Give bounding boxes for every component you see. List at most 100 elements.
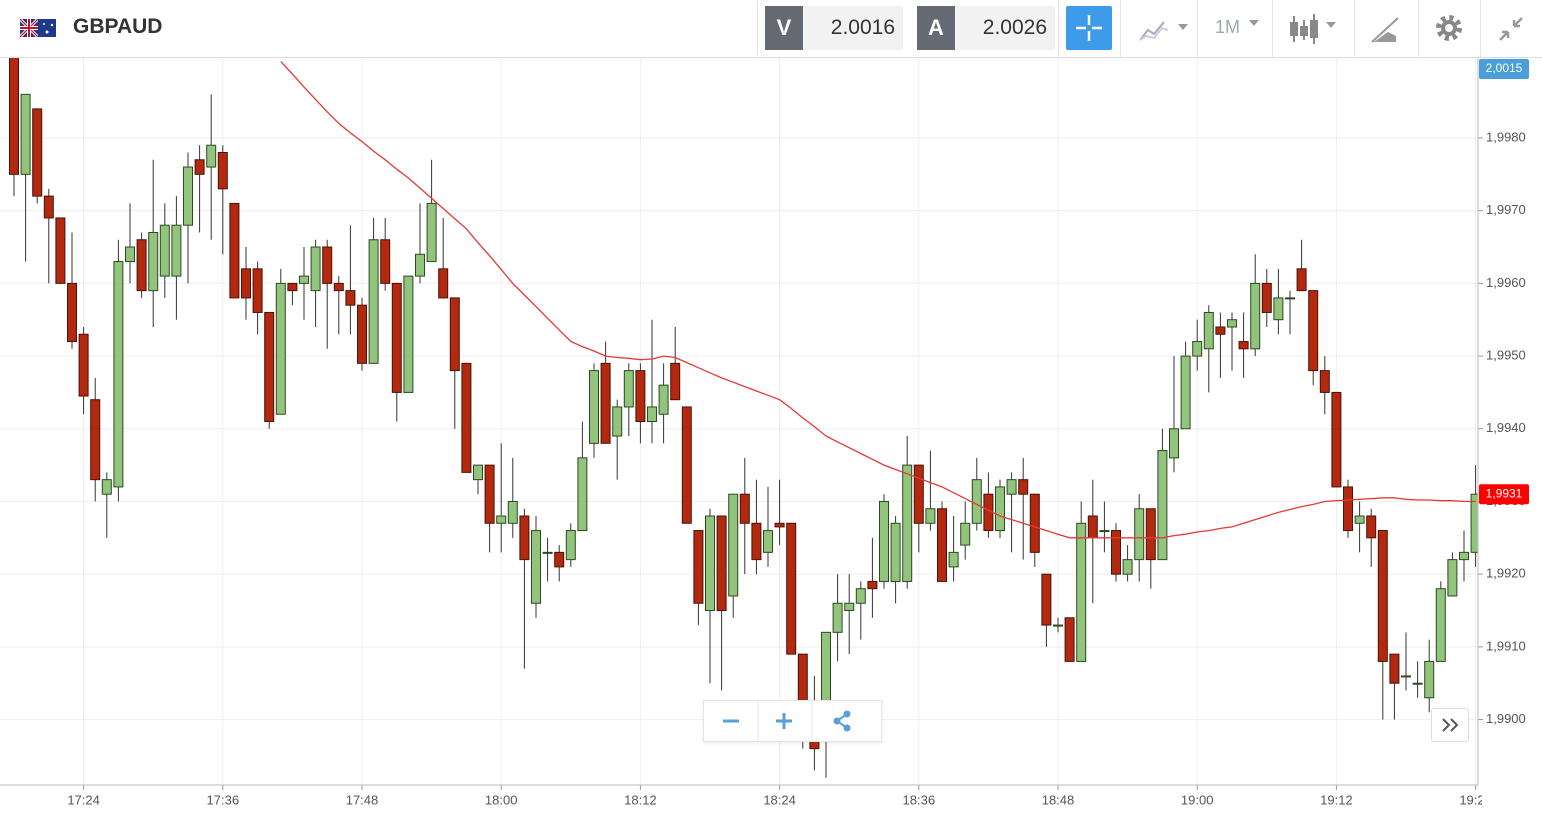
candle-body — [1215, 326, 1226, 335]
candle-body — [612, 406, 623, 437]
candle-body — [194, 159, 205, 175]
candle-body — [1134, 508, 1145, 561]
candle-body — [78, 333, 89, 397]
candle-body — [310, 246, 321, 292]
candle-body — [229, 202, 240, 299]
plot-area — [9, 58, 1478, 778]
collapse-button[interactable] — [1496, 14, 1526, 44]
candle-body — [1296, 268, 1307, 292]
candle-body — [426, 202, 437, 263]
candle-body — [1285, 297, 1295, 300]
settings-button[interactable] — [1434, 13, 1464, 43]
candle-body — [1087, 515, 1098, 539]
candle-body — [1064, 617, 1075, 662]
candle-body — [1435, 588, 1446, 662]
candle-body — [647, 406, 657, 422]
candles-button[interactable] — [1288, 12, 1344, 46]
candle-body — [473, 464, 483, 481]
sell-button[interactable]: V — [765, 6, 803, 50]
candle-body — [890, 522, 901, 582]
separator — [1272, 0, 1273, 57]
chart-type-button[interactable] — [1138, 14, 1192, 44]
candle-body — [32, 108, 43, 197]
candle-body — [1099, 530, 1110, 533]
candle-body — [438, 268, 449, 299]
candle-body — [867, 580, 878, 590]
candle-body — [415, 253, 425, 277]
share[interactable] — [833, 710, 851, 732]
candle-body — [1041, 573, 1052, 626]
zoom-controls — [703, 700, 882, 742]
candle-body — [832, 602, 843, 633]
buy-button[interactable]: A — [917, 6, 955, 50]
candle-body — [496, 515, 507, 524]
x-tick-label: 18:12 — [624, 792, 657, 807]
candle-body — [1157, 450, 1168, 561]
candle-body — [658, 384, 669, 415]
x-tick-label: 17:36 — [207, 792, 240, 807]
candle-body — [1389, 653, 1400, 684]
candle-body — [1401, 675, 1411, 678]
draw-button[interactable] — [1370, 14, 1402, 44]
candle-body — [183, 166, 193, 226]
candle-body — [855, 588, 866, 604]
candle-body — [403, 275, 414, 393]
moving-average — [280, 61, 1476, 539]
candle-body — [507, 500, 518, 524]
flag-icon — [20, 19, 56, 37]
y-tick-label: 1,9920 — [1486, 566, 1526, 581]
candle-body — [1343, 486, 1353, 532]
candle-body — [333, 282, 344, 292]
zoom-in[interactable] — [776, 713, 792, 729]
separator — [1197, 0, 1198, 57]
symbol: GBPAUD — [73, 15, 163, 38]
separator — [1480, 0, 1481, 57]
chevrons — [1442, 718, 1459, 732]
candle-body — [148, 231, 159, 292]
timeframe-button[interactable]: 1M — [1215, 17, 1241, 37]
candle-body — [1238, 341, 1249, 350]
candle-body — [960, 522, 971, 546]
y-tick-label: 1,9910 — [1486, 638, 1526, 653]
candle-body — [600, 362, 611, 444]
y-tick-label: 1,9940 — [1486, 420, 1526, 435]
candle-body — [728, 493, 739, 597]
x-tick-label: 19:24 — [1459, 792, 1492, 807]
price-marker-label: 2,0015 — [1486, 61, 1523, 75]
candle-body — [1447, 559, 1458, 597]
candle-body — [275, 282, 286, 415]
price-marker-label: 1,9931 — [1486, 486, 1523, 500]
x-tick-label: 17:24 — [67, 792, 100, 807]
candle-body — [1111, 530, 1121, 575]
candle-body — [1459, 551, 1469, 561]
candle-body — [125, 246, 135, 263]
candle-body — [925, 508, 936, 524]
buy-price[interactable]: 2.0026 — [955, 6, 1055, 50]
y-tick-label: 1,9950 — [1486, 348, 1526, 363]
sell-price[interactable]: 2.0016 — [803, 6, 903, 50]
candle-body — [693, 530, 704, 604]
toolbar: GBPAUD V 2.0016 A 2.0026 1M — [0, 0, 1542, 58]
price-marker — [1479, 59, 1529, 79]
candle-body — [299, 275, 309, 284]
candle-body — [449, 297, 460, 372]
crosshair-button[interactable] — [1066, 6, 1112, 50]
y-tick-label: 1,9960 — [1486, 275, 1526, 290]
x-tick-label: 19:00 — [1181, 792, 1214, 807]
candle-body — [739, 493, 750, 524]
candle-body — [206, 144, 217, 168]
candle-body — [159, 224, 170, 277]
candle-body — [705, 515, 715, 612]
candle-body — [565, 530, 576, 561]
candle-body — [1308, 290, 1319, 372]
candle-body — [1076, 522, 1087, 662]
candle-body — [136, 239, 147, 292]
candle-body — [1331, 391, 1342, 488]
candle-body — [1250, 282, 1261, 350]
candle-body — [670, 362, 681, 401]
dropdown-arrow — [1249, 20, 1259, 26]
candle-body — [1354, 515, 1365, 524]
candle-body — [1227, 319, 1237, 328]
scroll-end-button[interactable] — [1431, 708, 1469, 742]
